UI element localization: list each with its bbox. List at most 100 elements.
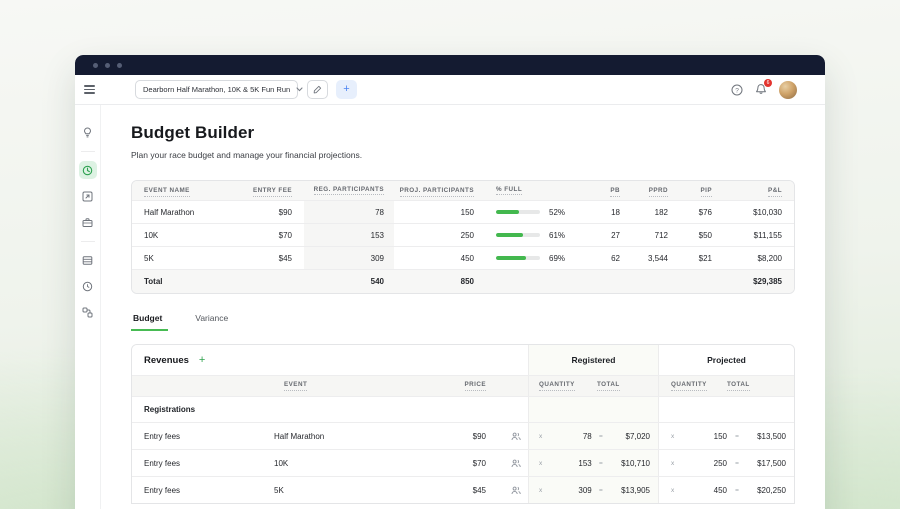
equals-sign: =: [598, 432, 603, 440]
window-control-dot[interactable]: [93, 62, 98, 68]
col-header-reg-participants[interactable]: REG. PARTICIPANTS: [304, 181, 394, 200]
tab-variance[interactable]: Variance: [195, 313, 229, 323]
equals-sign: =: [598, 486, 603, 494]
cell-pprd: 712: [654, 230, 668, 240]
race-selector-dropdown[interactable]: Dearborn Half Marathon, 10K & 5K Fun Run: [135, 80, 303, 99]
participants-link[interactable]: [504, 450, 528, 476]
col-header-proj-total: TOTAL: [727, 381, 750, 391]
lightbulb-icon: [82, 126, 93, 138]
col-header-reg-total: TOTAL: [597, 381, 620, 391]
cell-reg-qty[interactable]: 153: [578, 458, 592, 468]
equals-sign: =: [735, 459, 739, 467]
col-header-pl[interactable]: P&L: [712, 187, 794, 197]
cell-reg: 78: [304, 201, 394, 223]
multiply-sign: x: [671, 432, 675, 440]
pencil-icon: [313, 85, 322, 94]
revenue-row-half-marathon[interactable]: Entry fees Half Marathon $90 x 78 = $7,0…: [132, 422, 794, 449]
window-control-dot[interactable]: [105, 62, 110, 68]
tab-budget[interactable]: Budget: [131, 313, 169, 331]
progress-bar: [496, 232, 540, 238]
table-row-half-marathon[interactable]: Half Marathon $90 78 150 52% 18 182 $76 …: [132, 200, 794, 223]
event-summary-table: EVENT NAME ENTRY FEE REG. PARTICIPANTS P…: [131, 180, 795, 294]
notifications-bell[interactable]: 6: [755, 79, 772, 96]
edit-race-button[interactable]: [307, 80, 328, 99]
notification-badge: 6: [764, 79, 772, 87]
multiply-sign: x: [539, 486, 543, 494]
cell-reg-qty[interactable]: 78: [582, 431, 592, 441]
cell-full: 52%: [482, 208, 586, 217]
cell-label: Entry fees: [144, 485, 181, 495]
revenue-row-5k[interactable]: Entry fees 5K $45 x 309 = $13,905: [132, 476, 794, 503]
cell-empty: [132, 376, 274, 396]
chevron-down-icon: [296, 87, 303, 92]
col-header-pprd[interactable]: PPRD: [620, 187, 668, 197]
add-revenue-button[interactable]: +: [198, 354, 206, 366]
col-header-pip[interactable]: PIP: [668, 187, 712, 197]
cell-reg-total: $10,710: [621, 458, 650, 468]
cell-full: 61%: [482, 231, 586, 240]
sidebar-item-archive[interactable]: [79, 251, 97, 269]
cell-proj-qty[interactable]: 250: [713, 458, 727, 468]
participants-link[interactable]: [504, 423, 528, 449]
menu-icon[interactable]: [75, 85, 103, 94]
table-row-10k[interactable]: 10K $70 153 250 61% 27 712 $50 $11,155: [132, 223, 794, 246]
cell-event: Half Marathon: [144, 207, 195, 217]
main-content: Budget Builder Plan your race budget and…: [101, 105, 825, 509]
app-toolbar: Dearborn Half Marathon, 10K & 5K Fun Run…: [75, 75, 825, 105]
cell-proj-total: $20,250: [757, 485, 786, 495]
workflow-icon: [82, 307, 93, 318]
cell-total-label: Total: [144, 277, 163, 286]
cell-event: Half Marathon: [274, 431, 325, 441]
multiply-sign: x: [539, 432, 543, 440]
revenues-header-row: Revenues + Registered Projected: [132, 345, 794, 375]
clock-history-icon: [82, 165, 93, 176]
add-race-button[interactable]: +: [336, 80, 357, 99]
col-header-entry-fee[interactable]: ENTRY FEE: [242, 187, 304, 197]
sidebar-item-reports[interactable]: [79, 187, 97, 205]
col-header-proj-participants[interactable]: PROJ. PARTICIPANTS: [394, 187, 482, 197]
participants-link[interactable]: [504, 477, 528, 503]
page-subtitle: Plan your race budget and manage your fi…: [131, 150, 363, 160]
revenue-row-10k[interactable]: Entry fees 10K $70 x 153 = $10,710: [132, 449, 794, 476]
cell-reg: 153: [304, 224, 394, 246]
cell-pb: 62: [611, 253, 620, 263]
equals-sign: =: [735, 486, 739, 494]
cell-proj-total: $17,500: [757, 458, 786, 468]
cell-proj: 250: [460, 230, 474, 240]
race-selector-value: Dearborn Half Marathon, 10K & 5K Fun Run: [143, 85, 291, 94]
window-control-dot[interactable]: [117, 62, 122, 68]
sidebar-item-time[interactable]: [79, 277, 97, 295]
archive-box-icon: [82, 255, 93, 266]
cell-proj-qty[interactable]: 150: [713, 431, 727, 441]
table-row-total: Total 540 850 $29,385: [132, 269, 794, 293]
section-row-registrations: Registrations: [132, 396, 794, 422]
sidebar-item-business[interactable]: [79, 213, 97, 231]
sidebar-item-ideas[interactable]: [79, 123, 97, 141]
progress-bar: [496, 209, 540, 215]
col-header-price[interactable]: PRICE: [434, 376, 504, 396]
col-header-event-name[interactable]: EVENT NAME: [132, 187, 242, 197]
cell-entry-fee: $45: [278, 253, 292, 263]
help-icon[interactable]: ?: [731, 84, 743, 96]
cell-pip: $76: [698, 207, 712, 217]
cell-reg-qty[interactable]: 309: [578, 485, 592, 495]
toolbar-right-group: ? 6: [731, 79, 825, 99]
window-titlebar: [75, 55, 825, 75]
arrow-up-right-square-icon: [82, 191, 93, 202]
table-row-5k[interactable]: 5K $45 309 450 69% 62 3,544 $21 $8,200: [132, 246, 794, 269]
cell-pip: $50: [698, 230, 712, 240]
cell-empty: [504, 376, 528, 396]
col-header-full[interactable]: % FULL: [482, 186, 586, 196]
sidebar-item-budget-active[interactable]: [78, 161, 97, 179]
page-title: Budget Builder: [131, 123, 255, 142]
cell-total-proj: 850: [460, 277, 474, 286]
col-header-reg-quantity: QUANTITY: [539, 381, 575, 391]
sidebar-item-integrations[interactable]: [79, 303, 97, 321]
col-header-pb[interactable]: PB: [586, 187, 620, 197]
user-avatar[interactable]: [779, 80, 797, 99]
cell-proj-qty[interactable]: 450: [713, 485, 727, 495]
users-icon: [511, 459, 521, 468]
col-header-event[interactable]: EVENT: [274, 376, 434, 396]
cell-pb: 27: [611, 230, 620, 240]
